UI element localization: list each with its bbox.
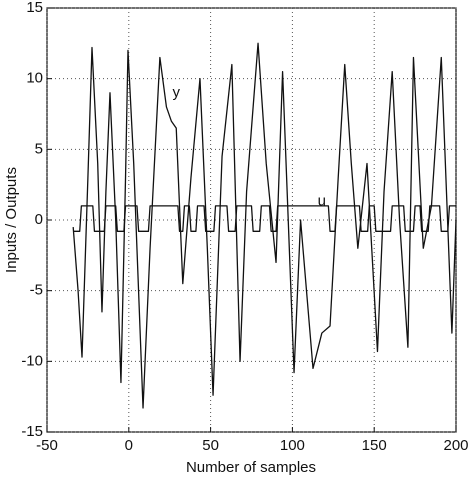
annotation: y — [172, 84, 180, 101]
series-line — [73, 205, 456, 232]
x-tick-label: 200 — [443, 437, 468, 454]
y-tick-label: 15 — [26, 0, 43, 16]
x-axis-label: Number of samples — [186, 459, 316, 476]
x-tick-label: 50 — [202, 437, 219, 454]
y-tick-label: 0 — [35, 211, 43, 228]
y-axis-label: Inputs / Outputs — [3, 167, 20, 273]
y-tick-label: -15 — [21, 423, 43, 440]
x-tick-label: 100 — [280, 437, 305, 454]
x-tick-label: 150 — [362, 437, 387, 454]
y-tick-label: -10 — [21, 352, 43, 369]
x-tick-label: -50 — [36, 437, 58, 454]
y-tick-label: 10 — [26, 70, 43, 87]
series-line — [72, 42, 457, 409]
annotation: u — [318, 193, 326, 210]
y-tick-label: 5 — [35, 140, 43, 157]
x-tick-label: 0 — [125, 437, 133, 454]
y-tick-label: -5 — [30, 282, 43, 299]
